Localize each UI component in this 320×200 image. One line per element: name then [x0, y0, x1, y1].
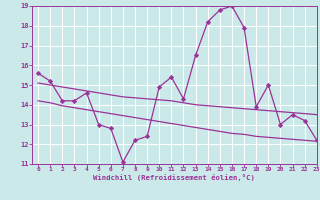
- X-axis label: Windchill (Refroidissement éolien,°C): Windchill (Refroidissement éolien,°C): [93, 174, 255, 181]
